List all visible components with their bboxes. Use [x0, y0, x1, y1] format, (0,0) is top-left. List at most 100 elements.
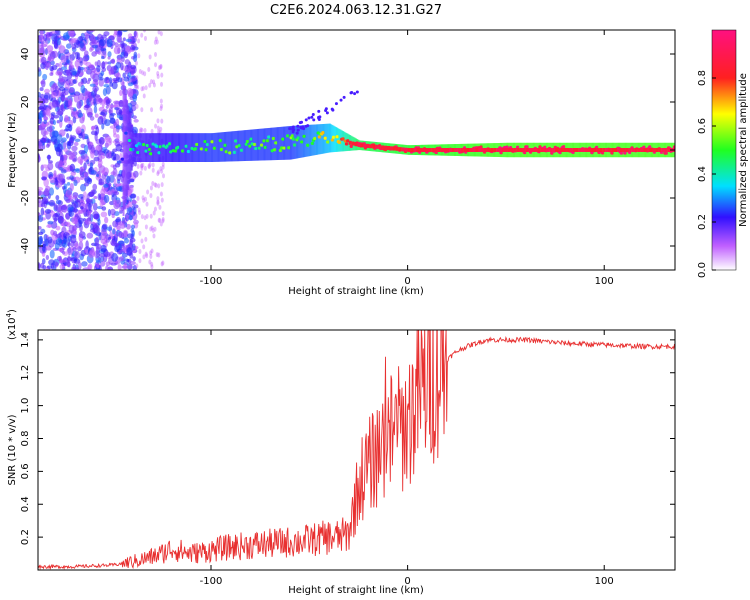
spectrogram-cell — [42, 110, 46, 117]
spectrogram-cell — [131, 243, 136, 251]
spectrogram-cell — [160, 182, 164, 188]
spectrogram-cell — [173, 133, 176, 162]
spectrogram-cell — [119, 206, 124, 211]
spectrogram-cell — [215, 132, 218, 162]
spectrogram-cell — [244, 142, 249, 146]
spectrogram-cell — [40, 128, 47, 136]
spectrogram-cell — [49, 72, 54, 77]
spectrogram-cell — [43, 33, 48, 42]
spectrogram-cell — [416, 148, 420, 152]
spectrogram-cell — [125, 38, 132, 43]
spectrogram-cell — [94, 213, 99, 220]
spectrogram-cell — [105, 99, 111, 106]
colorbar — [711, 29, 737, 271]
spectrogram-cell — [184, 144, 189, 148]
spectrogram-cell — [221, 132, 224, 162]
spectrogram-cell — [158, 145, 163, 149]
spectrogram-cell — [45, 212, 52, 220]
spectrogram-cell — [437, 148, 441, 152]
spectrogram-cell — [118, 99, 124, 108]
spectrogram-cell — [47, 139, 52, 144]
spectrogram-cell — [41, 123, 48, 127]
spectrogram-cell — [321, 131, 325, 135]
spectrogram-cell — [159, 105, 163, 111]
spectrogram-cell — [366, 143, 370, 148]
spectrogram-cell — [65, 198, 71, 204]
spectrogram-cell — [38, 112, 44, 118]
spectrogram-cell — [319, 124, 322, 155]
spectrogram-cell — [152, 82, 156, 88]
spectrogram-cell — [145, 143, 150, 148]
spectrogram-cell — [549, 148, 553, 152]
spectrogram-cell — [167, 133, 170, 162]
spectrogram-cell — [116, 173, 121, 182]
spectrogram-cell — [205, 133, 208, 162]
spectrogram-cell — [108, 267, 112, 270]
spectrogram-cell — [513, 148, 517, 152]
spectrogram-cell — [133, 30, 137, 38]
spectrogram-cell — [431, 148, 435, 152]
spectrogram-cell — [158, 204, 162, 210]
spectrogram-cell — [52, 120, 57, 126]
spectrogram-cell — [622, 148, 626, 152]
spectrogram-cell — [460, 148, 464, 152]
spectrogram-cell — [291, 127, 295, 131]
spectrogram-cell — [59, 114, 64, 123]
spectrogram-cell — [281, 126, 284, 160]
spectrogram-cell — [61, 66, 68, 71]
colorbar-label: Normalized spectral amplitude — [738, 73, 749, 227]
spectrogram-cell — [50, 91, 57, 99]
spectrogram-cell — [80, 166, 85, 172]
spectrogram-cell — [128, 112, 131, 184]
spectrogram-cell — [199, 147, 204, 151]
spectrogram-cell — [369, 144, 373, 149]
spectrogram-cell — [525, 148, 529, 152]
spectrogram-cell — [58, 248, 63, 252]
spectrogram-cell — [419, 148, 423, 152]
spectrogram-cell — [74, 138, 81, 142]
spectrogram-cell — [54, 262, 59, 267]
spectrogram-cell — [85, 91, 92, 96]
spectrogram-cell — [257, 128, 260, 161]
spectrogram-cell — [389, 146, 393, 151]
spectrogram-cell — [219, 132, 222, 162]
spectrogram-cell — [307, 116, 311, 120]
spectrogram-cell — [43, 116, 49, 121]
spectrogram-cell — [101, 206, 107, 211]
spectrogram-cell — [143, 165, 147, 171]
spectrogram-cell — [540, 148, 544, 152]
spectrogram-cell — [56, 134, 63, 143]
spectrogram-cell — [116, 160, 122, 164]
spectrogram-cell — [66, 43, 72, 49]
spectrogram-cell — [40, 62, 46, 70]
spectrogram-cell — [46, 108, 51, 117]
spectrogram-cell — [71, 199, 75, 205]
spectrogram-cell — [608, 148, 612, 152]
spectrogram-cell — [69, 182, 74, 192]
spectrogram-cell — [351, 141, 355, 146]
spectrogram-cell — [161, 133, 164, 162]
spectrogram-cell — [89, 162, 94, 169]
spectrogram-cell — [61, 97, 68, 101]
spectrogram-cell — [198, 133, 201, 162]
spectrogram-cell — [73, 94, 80, 103]
spectrogram-cell — [156, 171, 160, 177]
spectrogram-cell — [224, 150, 229, 154]
spectrogram-cell — [87, 30, 95, 33]
spectrogram-cell — [142, 254, 146, 260]
spectrogram-cell — [138, 128, 142, 134]
spectrogram-cell — [451, 148, 455, 152]
spectrogram-cell — [105, 239, 110, 243]
spectrogram-cell — [50, 112, 56, 116]
spectrogram-cell — [296, 128, 300, 132]
spectrogram-cell — [97, 193, 102, 201]
spectrogram-cell — [154, 36, 158, 42]
spectrogram-cell — [109, 208, 116, 216]
spectrogram-cell — [142, 244, 146, 250]
spectrogram-cell — [42, 243, 46, 252]
spectrogram-cell — [360, 143, 364, 148]
spectrogram-cell — [410, 148, 414, 152]
spectrogram-cell — [133, 54, 138, 63]
spectrogram-cell — [69, 163, 76, 172]
spectrogram-cell — [78, 132, 83, 139]
